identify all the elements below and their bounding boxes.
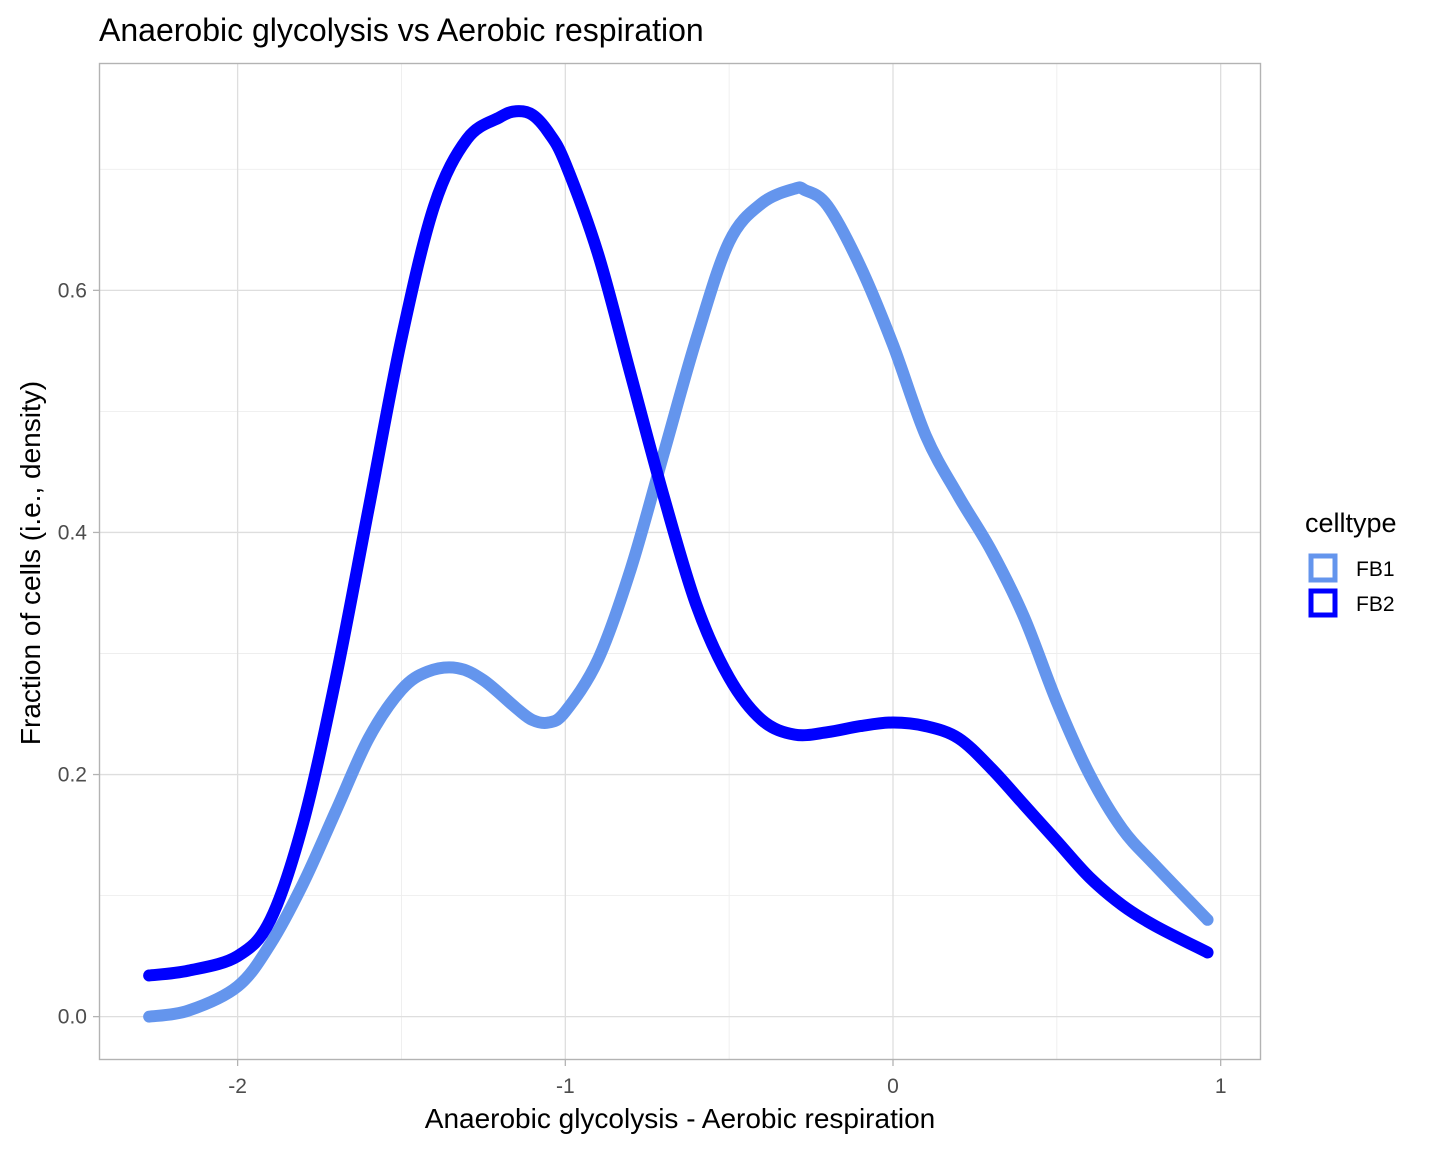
y-tick-label: 0.2 (58, 764, 87, 787)
legend-key-swatch (1308, 588, 1338, 618)
y-axis-title: Fraction of cells (i.e., density) (15, 381, 46, 745)
series-line-fb2 (143, 105, 1214, 982)
legend-item-fb1: FB1 (1308, 553, 1395, 583)
legend-label: FB2 (1356, 593, 1395, 616)
chart-title: Anaerobic glycolysis vs Aerobic respirat… (99, 12, 704, 48)
legend-items: FB1 FB2 (1308, 553, 1395, 618)
legend-item-fb2: FB2 (1308, 588, 1395, 618)
plot-panel (98, 62, 1262, 1061)
panel-border (98, 62, 1262, 1061)
series-lines (143, 105, 1214, 1023)
x-axis-title: Anaerobic glycolysis - Aerobic respirati… (425, 1103, 935, 1134)
x-tick-label: 1 (1215, 1075, 1227, 1098)
y-tick-label: 0.4 (58, 521, 88, 544)
x-tick-label: -1 (556, 1075, 575, 1098)
legend-label: FB1 (1356, 558, 1395, 581)
legend-title: celltype (1305, 508, 1397, 538)
x-tick-label: -2 (228, 1075, 247, 1098)
x-axis: -2 -1 0 1 (228, 1059, 1227, 1098)
legend-key-swatch (1308, 553, 1338, 583)
series-line-fb1 (143, 181, 1214, 1023)
x-tick-label: 0 (887, 1075, 899, 1098)
y-tick-label: 0.6 (58, 279, 87, 302)
y-tick-label: 0.0 (58, 1006, 87, 1029)
legend: celltype FB1 FB2 (1305, 508, 1397, 618)
y-axis: 0.0 0.2 0.4 0.6 (58, 279, 100, 1029)
